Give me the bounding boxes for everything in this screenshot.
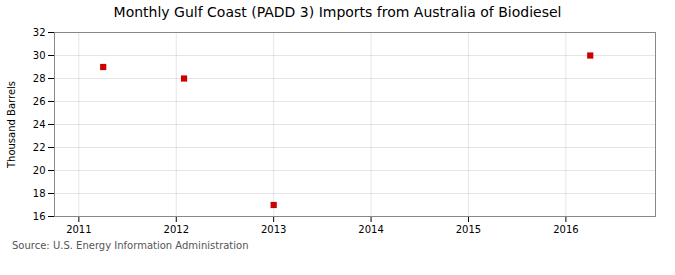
svg-text:22: 22 (33, 142, 46, 153)
svg-text:2012: 2012 (164, 224, 189, 235)
svg-text:20: 20 (33, 165, 46, 176)
html-text:Monthly Gulf Coast (PADD 3) Im: Monthly Gulf Coast (PADD 3) Imports from… (113, 4, 562, 20)
svg-text:2015: 2015 (456, 224, 481, 235)
svg-text:18: 18 (33, 188, 46, 199)
svg-text:2016: 2016 (553, 224, 578, 235)
svg-text:26: 26 (33, 96, 46, 107)
svg-text:2011: 2011 (66, 224, 91, 235)
svg-text:28: 28 (33, 73, 46, 84)
svg-text:32: 32 (33, 27, 46, 38)
svg-text:2014: 2014 (358, 224, 383, 235)
svg-text:24: 24 (33, 119, 46, 130)
svg-text:30: 30 (33, 50, 46, 61)
html-text:Source: U.S. Energy Informatio: Source: U.S. Energy Information Administ… (12, 240, 249, 251)
svg-text:Thousand Barrels: Thousand Barrels (6, 81, 17, 169)
svg-text:16: 16 (33, 211, 46, 222)
svg-text:2013: 2013 (261, 224, 286, 235)
